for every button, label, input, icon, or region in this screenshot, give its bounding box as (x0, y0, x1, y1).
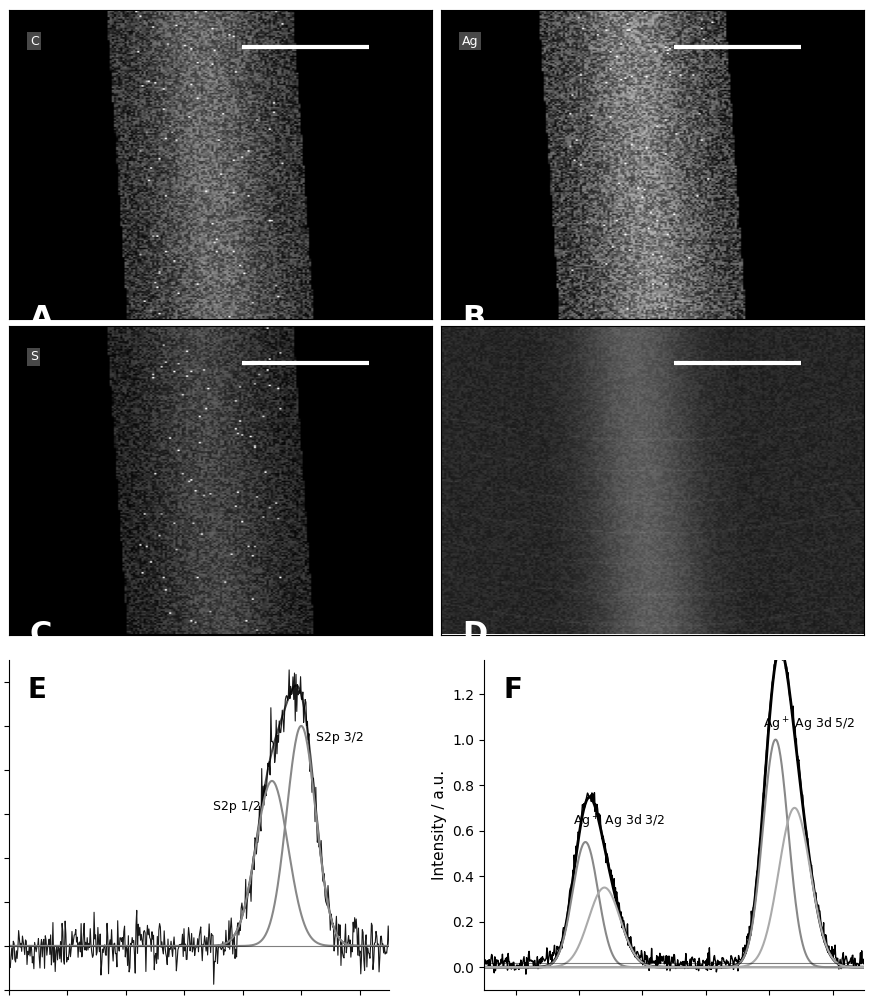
Y-axis label: Intensity / a.u.: Intensity / a.u. (432, 770, 447, 880)
Text: E: E (28, 676, 46, 704)
Text: B: B (462, 304, 485, 333)
Text: S2p 1/2: S2p 1/2 (214, 800, 261, 813)
Text: A: A (30, 304, 53, 333)
Text: Ag$^+$ Ag 3d 5/2: Ag$^+$ Ag 3d 5/2 (763, 715, 856, 734)
Text: Ag$^+$ Ag 3d 3/2: Ag$^+$ Ag 3d 3/2 (573, 813, 665, 831)
Text: D: D (462, 620, 487, 649)
Text: S: S (30, 350, 38, 363)
Text: S2p 3/2: S2p 3/2 (316, 731, 363, 744)
Text: C: C (30, 620, 52, 649)
Text: F: F (503, 676, 522, 704)
Text: C: C (30, 35, 38, 48)
Text: Ag: Ag (462, 35, 478, 48)
